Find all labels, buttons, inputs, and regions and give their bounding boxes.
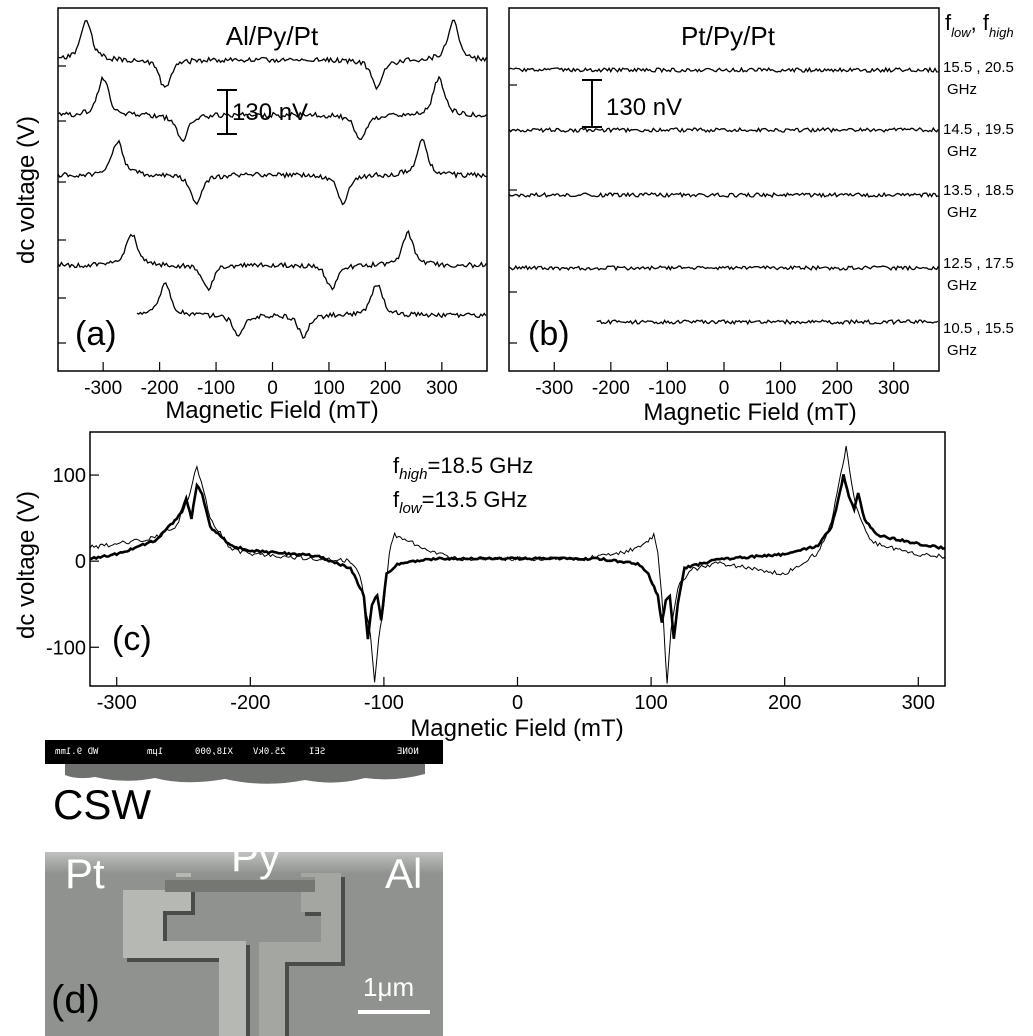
panel-b: -300 -200 -100 0 100 200 300 Pt/Py/Pt 130 nV (… [508,7,1014,426]
panel-c: -300 -200 -100 0 100 200 300 -100 0 100 fhigh=18… [13,431,946,742]
b-trace [508,191,939,199]
panel-a-label: (a) [75,315,117,353]
panel-c-label: (c) [112,620,152,658]
a-x-tick-label: 300 [426,378,458,399]
legend-header: flow, fhigh [945,10,1014,40]
a-x-tick-label: -200 [141,378,179,399]
b-x-tick-label: 0 [719,378,730,399]
b-trace [508,66,939,74]
freq-label-unit: GHz [947,204,977,221]
panel-c-x-tick-label: 0 [512,692,523,714]
freq-label-unit: GHz [947,81,977,98]
b-trace [508,126,939,134]
freq-label: 13.5 , 18.5 [943,182,1014,199]
a-trace [57,75,487,143]
a-trace [136,282,487,339]
py-label: Py [231,833,281,880]
panel-c-annotation-flow: flow=13.5 GHz [393,487,527,517]
sem-edge-gradient [45,852,443,874]
panel-b-label: (b) [528,315,570,353]
panel-c-y-tick-label: 0 [75,551,86,573]
freq-label: 15.5 , 20.5 [943,59,1014,76]
sem-flake [65,764,425,784]
a-trace [57,19,487,91]
panel-c-trace-thin [89,445,946,684]
al-label: Al [385,850,423,897]
freq-label-unit: GHz [947,277,977,294]
panel-c-y-tick-label: 100 [53,465,86,487]
a-x-tick-label: 200 [370,378,402,399]
panel-c-y-tick-label: -100 [46,637,86,659]
freq-label-unit: GHz [947,143,977,160]
sem-info-bar: WD 9.1mm 1μm X18,000 25.0kV SEI NONE [45,740,443,764]
panel-a-y-axis-label: dc voltage (V) [13,116,40,264]
freq-label-unit: GHz [947,342,977,359]
a-trace [57,229,487,292]
scale-bar [358,1010,430,1014]
panel-c-x-tick-label: -200 [230,692,270,714]
a-x-tick-label: -300 [84,378,122,399]
b-x-tick-label: -300 [535,378,573,399]
freq-label: 10.5 , 15.5 [943,320,1014,337]
panel-d-label: (d) [51,978,100,1022]
panel-c-x-tick-label: 200 [768,692,801,714]
panel-a-x-ticks: -300 -200 -100 0 100 200 300 [84,362,458,399]
panel-c-x-ticks: -300 -200 -100 0 100 200 300 [97,677,935,714]
py-strip-highlight [165,877,315,880]
al-electrode [259,873,345,1036]
panel-b-x-ticks: -300 -200 -100 0 100 200 300 [535,362,910,399]
panel-b-x-axis-label: Magnetic Field (mT) [643,399,856,426]
panel-b-scale-label: 130 nV [606,94,682,121]
frequency-labels: 15.5 , 20.5 GHz 14.5 , 19.5 GHz 13.5 , 18.5 G… [943,59,1014,359]
b-x-tick-label: 100 [765,378,797,399]
panel-b-frame [508,7,940,372]
panel-c-x-tick-label: -300 [97,692,137,714]
panel-c-x-axis-label: Magnetic Field (mT) [410,715,623,742]
panel-a-title: Al/Py/Pt [226,21,319,51]
panel-c-y-ticks: -100 0 100 [46,465,99,659]
freq-label: 14.5 , 19.5 [943,121,1014,138]
b-x-tick-label: -200 [592,378,630,399]
scale-bar-label: 1μm [363,972,415,1002]
panel-a-scale-bar [217,89,237,135]
panel-c-x-tick-label: -100 [364,692,404,714]
py-strip [165,877,315,892]
a-x-tick-label: 100 [313,378,345,399]
panel-a: -300 -200 -100 0 100 200 300 Al/Py/Pt 130 nV (… [13,7,488,424]
sem-image: WD 9.1mm 1μm X18,000 25.0kV SEI NONE CSW… [45,740,443,1036]
b-x-tick-label: 300 [878,378,910,399]
panel-c-x-tick-label: 100 [634,692,667,714]
panel-b-scale-bar [582,79,602,128]
sem-device [123,873,345,1036]
panel-c-annotation-fhigh: fhigh=18.5 GHz [393,453,533,483]
b-x-tick-label: -100 [648,378,686,399]
b-x-tick-label: 200 [821,378,853,399]
b-trace [508,264,939,272]
panel-c-x-tick-label: 300 [902,692,935,714]
panel-a-traces [57,19,487,339]
panel-b-traces [508,66,939,326]
panel-b-y-minor-ticks [509,84,517,344]
a-trace [57,138,487,206]
panel-a-x-axis-label: Magnetic Field (mT) [165,397,378,424]
panel-a-y-minor-ticks [58,65,66,344]
a-x-tick-label: 0 [267,378,278,399]
b-trace [596,318,939,326]
a-x-tick-label: -100 [197,378,235,399]
freq-label: 12.5 , 17.5 [943,255,1014,272]
panel-a-scale-label: 130 nV [232,99,308,126]
panel-c-traces [89,445,946,684]
pt-label: Pt [65,850,105,897]
pt-electrode [123,873,250,1036]
panel-b-title: Pt/Py/Pt [681,21,776,51]
csw-label: CSW [53,781,151,828]
panel-c-y-axis-label: dc voltage (V) [13,491,40,639]
